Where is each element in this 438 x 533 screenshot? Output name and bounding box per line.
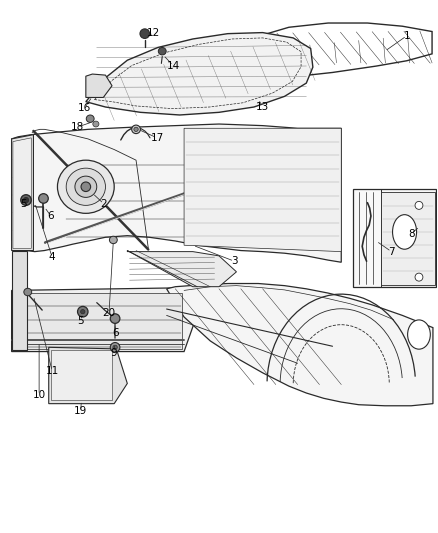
Ellipse shape xyxy=(392,215,417,249)
Text: 17: 17 xyxy=(150,133,164,143)
Polygon shape xyxy=(51,351,112,400)
Text: 5: 5 xyxy=(77,316,84,326)
Polygon shape xyxy=(127,251,237,287)
Text: 6: 6 xyxy=(112,328,118,338)
Ellipse shape xyxy=(134,127,138,132)
Text: 14: 14 xyxy=(166,61,180,70)
Polygon shape xyxy=(166,284,433,406)
Ellipse shape xyxy=(57,160,114,213)
Text: 1: 1 xyxy=(403,31,410,41)
Text: 11: 11 xyxy=(46,366,59,376)
Ellipse shape xyxy=(39,193,48,203)
Ellipse shape xyxy=(75,176,97,197)
Polygon shape xyxy=(49,348,127,403)
Text: 7: 7 xyxy=(388,247,395,256)
Polygon shape xyxy=(86,33,313,115)
Ellipse shape xyxy=(110,314,120,324)
Ellipse shape xyxy=(93,121,99,127)
Text: 5: 5 xyxy=(20,199,27,209)
Ellipse shape xyxy=(86,115,94,123)
Polygon shape xyxy=(13,138,31,248)
Ellipse shape xyxy=(21,195,31,205)
Polygon shape xyxy=(86,74,112,98)
Text: 9: 9 xyxy=(110,348,117,358)
Ellipse shape xyxy=(415,273,423,281)
Text: 2: 2 xyxy=(100,199,107,209)
Text: 10: 10 xyxy=(32,390,46,400)
Ellipse shape xyxy=(66,168,106,205)
Text: 3: 3 xyxy=(231,256,237,266)
Text: 6: 6 xyxy=(48,211,54,221)
Polygon shape xyxy=(12,288,195,352)
Text: 18: 18 xyxy=(71,122,84,132)
Text: 8: 8 xyxy=(408,229,414,239)
Polygon shape xyxy=(12,251,27,351)
Ellipse shape xyxy=(110,236,117,244)
Ellipse shape xyxy=(24,288,32,296)
Ellipse shape xyxy=(110,343,120,352)
Text: 13: 13 xyxy=(256,102,269,112)
Ellipse shape xyxy=(158,47,166,55)
Text: 16: 16 xyxy=(78,103,91,113)
Ellipse shape xyxy=(81,310,85,314)
Text: 4: 4 xyxy=(49,253,56,262)
Text: 19: 19 xyxy=(74,406,87,416)
Ellipse shape xyxy=(113,345,117,350)
Ellipse shape xyxy=(78,306,88,317)
Polygon shape xyxy=(12,124,341,262)
Polygon shape xyxy=(237,23,432,77)
Text: 12: 12 xyxy=(147,28,160,38)
Polygon shape xyxy=(353,189,436,287)
Polygon shape xyxy=(184,128,341,252)
Ellipse shape xyxy=(415,201,423,209)
Polygon shape xyxy=(381,192,435,285)
Ellipse shape xyxy=(23,197,28,203)
Polygon shape xyxy=(14,293,182,349)
Ellipse shape xyxy=(132,125,141,134)
Text: 20: 20 xyxy=(102,308,116,318)
Ellipse shape xyxy=(140,29,150,38)
Polygon shape xyxy=(12,135,33,251)
Ellipse shape xyxy=(408,320,430,349)
Ellipse shape xyxy=(81,182,91,191)
